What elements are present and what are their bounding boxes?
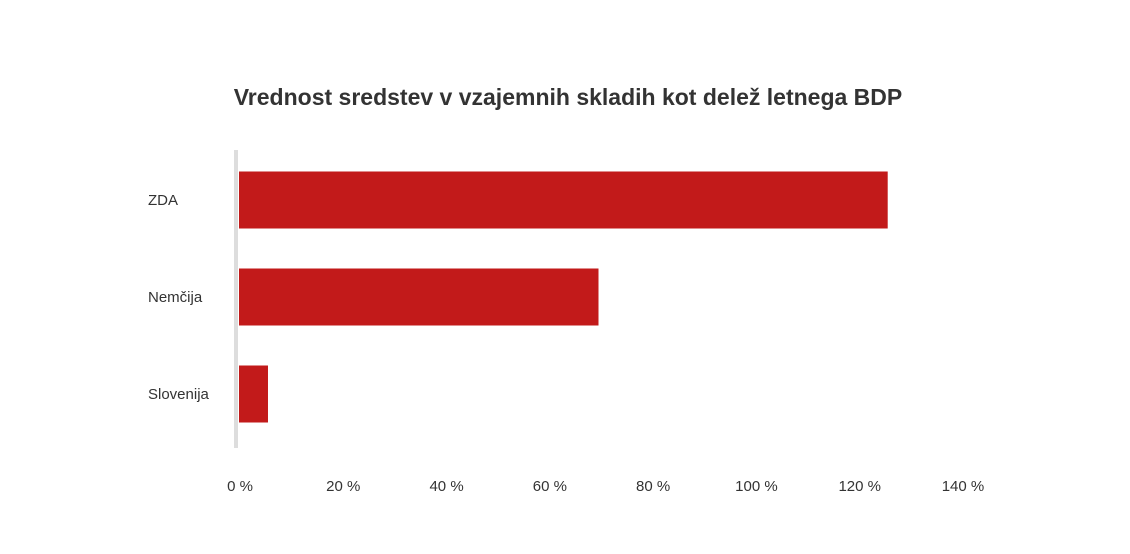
x-tick-label: 120 % <box>838 478 881 495</box>
category-label: Slovenija <box>148 386 210 403</box>
chart-title: Vrednost sredstev v vzajemnih skladih ko… <box>233 84 903 110</box>
x-tick-label: 40 % <box>429 478 463 495</box>
x-tick-label: 20 % <box>326 478 360 495</box>
x-tick-label: 60 % <box>533 478 567 495</box>
bar-zda <box>239 171 888 229</box>
y-axis-line <box>234 150 238 448</box>
x-tick-label: 80 % <box>636 478 670 495</box>
bar-nemčija <box>239 268 599 326</box>
category-label: ZDA <box>148 192 178 209</box>
bar-slovenija <box>239 365 268 423</box>
x-tick-label: 100 % <box>735 478 778 495</box>
x-tick-label: 140 % <box>942 478 985 495</box>
category-label: Nemčija <box>148 289 203 306</box>
x-tick-label: 0 % <box>227 478 253 495</box>
